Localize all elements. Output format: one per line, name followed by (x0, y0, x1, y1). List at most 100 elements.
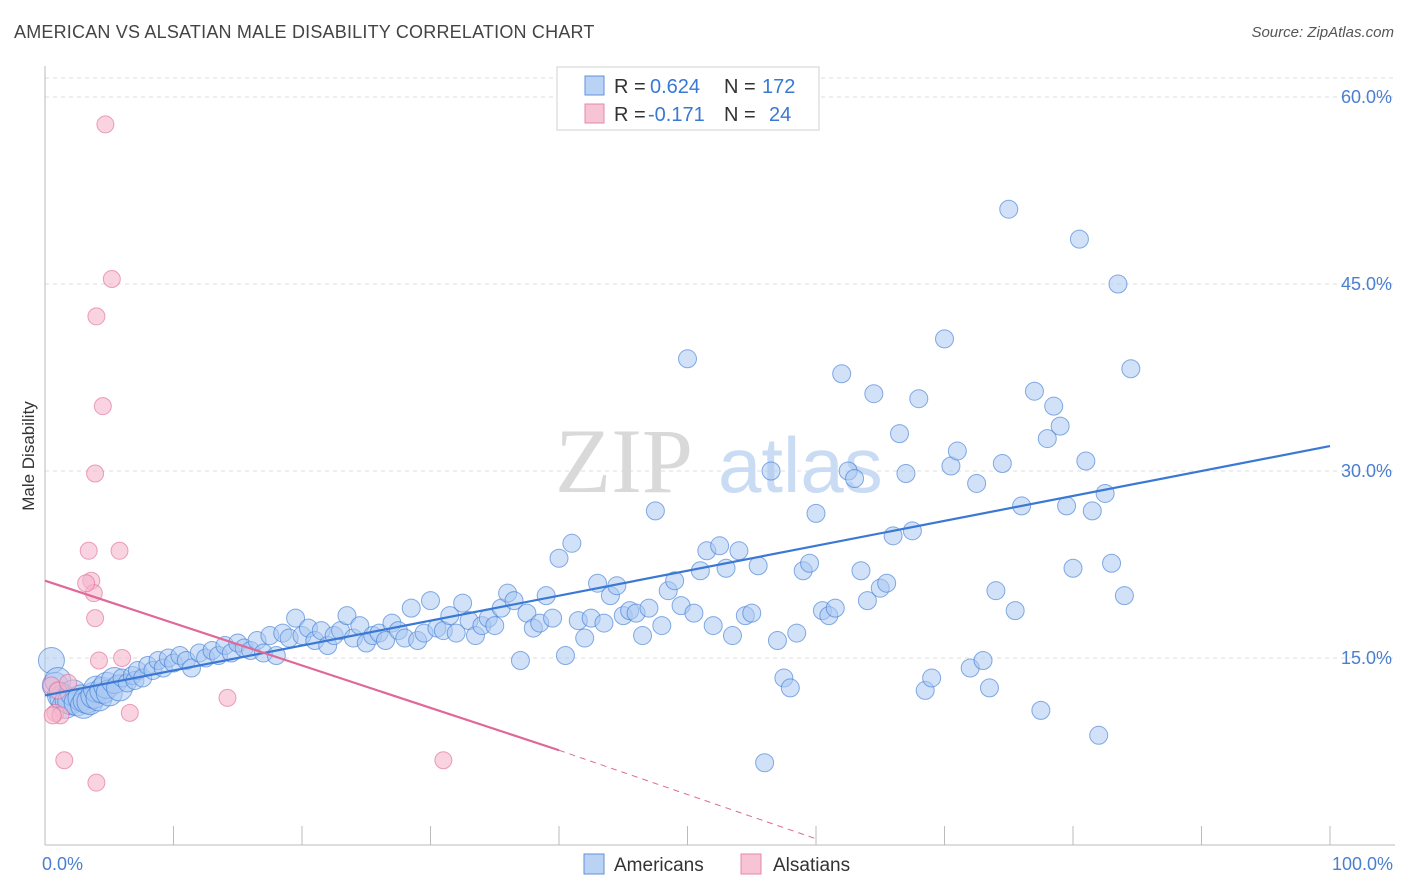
chart-title: AMERICAN VS ALSATIAN MALE DISABILITY COR… (14, 22, 595, 42)
point-alsatians (79, 541, 98, 560)
point-alsatians (86, 464, 105, 483)
legend-swatch-alsatians (584, 103, 605, 124)
point-americans (1069, 229, 1089, 249)
point-alsatians (87, 307, 106, 326)
bottom-legend-alsatians: Alsatians (773, 855, 850, 876)
point-americans (877, 573, 897, 593)
watermark-zip: ZIP (555, 410, 693, 512)
chart-source: Source: ZipAtlas.com (1251, 24, 1394, 41)
point-americans (767, 631, 787, 651)
point-alsatians (434, 751, 453, 770)
point-americans (967, 473, 987, 493)
point-americans (864, 384, 884, 404)
point-americans (421, 591, 440, 611)
point-americans (549, 548, 569, 568)
trendline-alsatians (44, 579, 560, 752)
point-americans (1108, 274, 1128, 294)
legend-r-value-alsatians: -0.171 (648, 104, 705, 126)
y-tick-label: 15.0% (1341, 648, 1392, 668)
point-americans (446, 623, 466, 643)
trendlines (44, 444, 1331, 840)
point-americans (286, 608, 306, 628)
point-americans (999, 199, 1019, 219)
point-americans (1121, 359, 1141, 379)
tick-labels: 15.0% 30.0% 45.0% 60.0% 0.0% 100.0% (42, 87, 1393, 874)
watermark: ZIP atlas (555, 410, 883, 512)
point-americans (935, 329, 954, 349)
legend-n-value-alsatians: 24 (769, 104, 791, 126)
legend-swatch-americans (584, 75, 605, 96)
point-alsatians (120, 703, 139, 722)
point-americans (1005, 601, 1025, 621)
point-americans (555, 646, 575, 666)
point-americans (1057, 496, 1077, 516)
point-alsatians (77, 574, 96, 593)
legend-r-label-alsatians: R = (614, 104, 646, 126)
point-americans (536, 586, 556, 606)
point-americans (722, 626, 742, 646)
point-americans (1044, 396, 1064, 416)
point-americans (376, 631, 396, 651)
point-americans (1082, 501, 1102, 521)
legend-r-value-americans: 0.624 (650, 76, 700, 98)
legend-n-label-americans: N = (724, 76, 756, 98)
point-americans (896, 463, 916, 483)
legend-n-label-alsatians: N = (724, 104, 756, 126)
point-americans (992, 454, 1012, 474)
bottom-legend-americans: Americans (614, 855, 704, 876)
point-americans (510, 650, 530, 670)
point-americans (761, 461, 781, 481)
point-americans (485, 616, 505, 636)
legend-n-value-americans: 172 (762, 76, 795, 98)
point-americans (851, 561, 871, 581)
point-alsatians (87, 773, 106, 792)
point-americans (678, 349, 697, 369)
point-americans (857, 591, 877, 611)
point-alsatians (86, 609, 105, 628)
point-americans (800, 553, 820, 573)
point-americans (832, 364, 852, 384)
point-americans (922, 668, 942, 688)
bottom-legend: Americans Alsatians (583, 853, 850, 876)
watermark-atlas: atlas (718, 421, 883, 509)
series-alsatians (42, 115, 453, 792)
point-americans (1102, 553, 1122, 573)
point-alsatians (43, 706, 62, 725)
point-americans (684, 603, 704, 623)
trendline-americans (44, 444, 1331, 697)
point-americans (973, 650, 993, 670)
bottom-legend-swatch-alsatians (740, 853, 762, 875)
point-alsatians (96, 115, 115, 134)
point-americans (703, 616, 723, 636)
point-alsatians (102, 270, 121, 289)
point-americans (453, 593, 473, 613)
point-americans (742, 603, 762, 623)
point-americans (575, 628, 595, 648)
point-americans (639, 598, 659, 618)
point-americans (755, 753, 775, 773)
point-americans (1076, 451, 1096, 471)
y-tick-label: 60.0% (1341, 87, 1392, 107)
legend: R = 0.624 N = 172 R = -0.171 N = 24 (556, 66, 820, 131)
point-americans (401, 598, 421, 618)
y-axis-label: Male Disability (19, 401, 38, 511)
point-americans (1095, 483, 1115, 503)
point-americans (780, 678, 800, 698)
point-americans (1114, 586, 1134, 606)
point-alsatians (89, 651, 108, 670)
point-alsatians (113, 649, 132, 667)
point-americans (806, 503, 826, 523)
point-americans (594, 613, 614, 633)
point-americans (890, 424, 910, 444)
point-americans (665, 571, 685, 591)
point-alsatians (93, 397, 112, 416)
trendline-alsatians-extension (558, 749, 817, 840)
point-americans (845, 468, 865, 488)
point-americans (1031, 700, 1051, 720)
legend-r-label-americans: R = (614, 76, 646, 98)
point-americans (729, 541, 749, 561)
point-americans (337, 606, 357, 626)
point-americans (1024, 381, 1044, 401)
point-americans (902, 521, 922, 541)
point-americans (825, 598, 845, 618)
